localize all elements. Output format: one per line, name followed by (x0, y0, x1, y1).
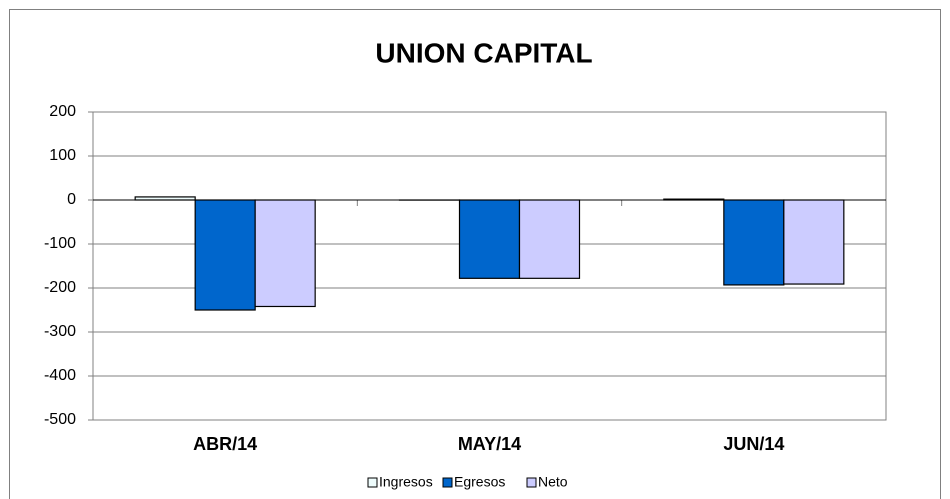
legend-label: Ingresos (379, 474, 433, 490)
legend-label: Neto (538, 474, 568, 490)
y-tick-label: 0 (67, 191, 76, 208)
chart-title: UNION CAPITAL (375, 37, 592, 68)
y-tick-label: -300 (44, 323, 76, 340)
y-tick-label: -200 (44, 279, 76, 296)
legend-swatch (367, 477, 378, 488)
bar (723, 199, 785, 286)
y-tick-label: -400 (44, 367, 76, 384)
legend-swatch (526, 477, 537, 488)
y-tick-label: -500 (44, 411, 76, 428)
x-tick-label: ABR/14 (193, 434, 257, 454)
y-tick-label: 200 (49, 103, 76, 120)
legend-label: Egresos (454, 474, 505, 490)
bar (458, 199, 521, 279)
bar (254, 199, 316, 308)
bar (783, 199, 845, 285)
x-tick-label: MAY/14 (458, 434, 521, 454)
x-tick-label: JUN/14 (723, 434, 784, 454)
bar (518, 199, 581, 279)
legend-swatch (442, 477, 453, 488)
y-tick-label: -100 (44, 235, 76, 252)
bar (194, 199, 256, 311)
y-tick-label: 100 (49, 147, 76, 164)
